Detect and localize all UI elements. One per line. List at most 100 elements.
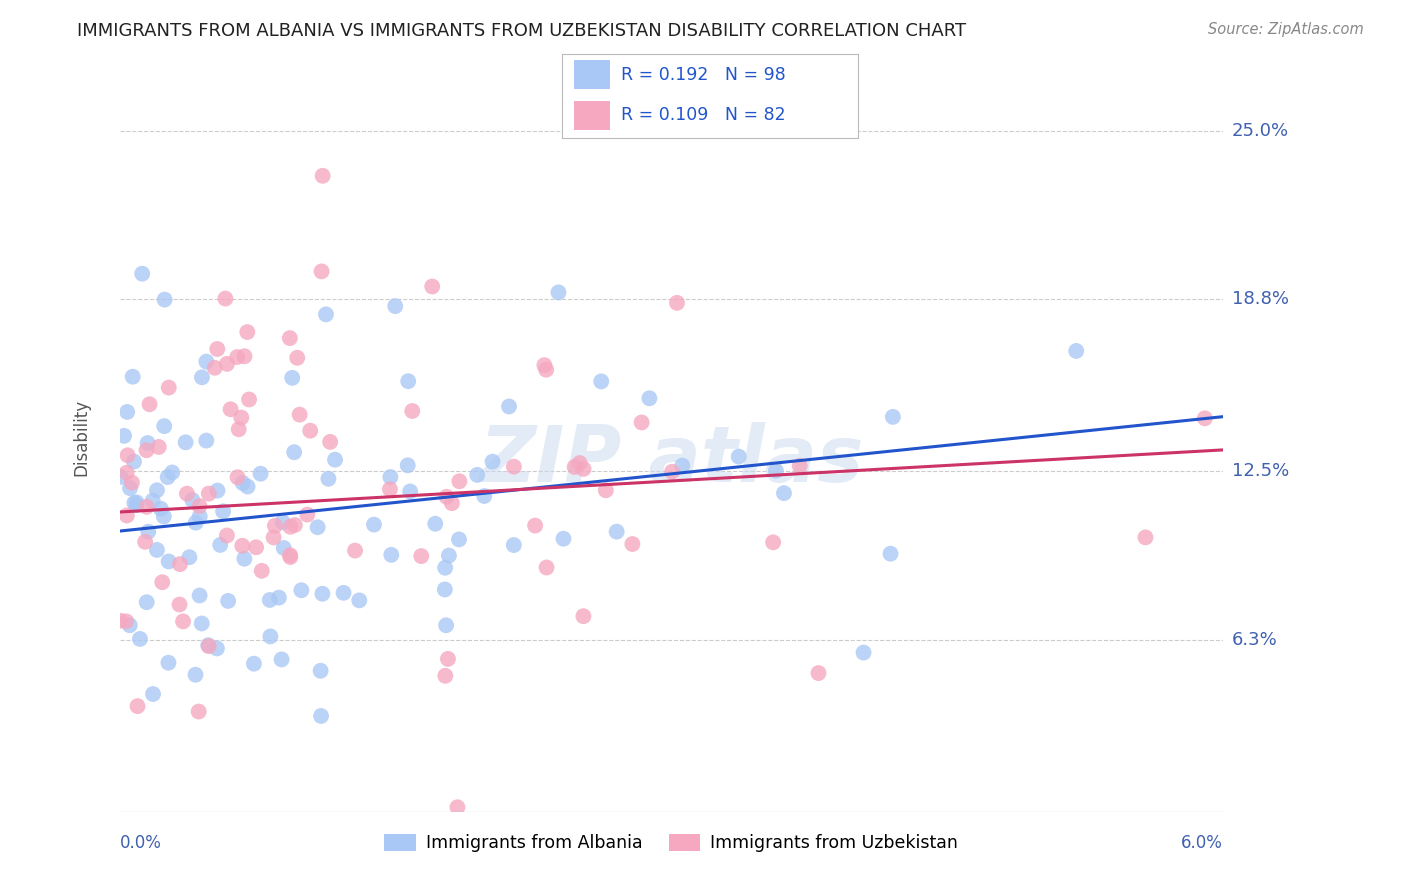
- Point: [204, 360, 226, 375]
- Bar: [574, 101, 610, 130]
- Point: [553, 532, 575, 546]
- Point: [595, 483, 617, 498]
- Point: [135, 595, 157, 609]
- Point: [226, 350, 249, 364]
- Point: [153, 293, 176, 307]
- Point: [309, 709, 332, 723]
- Point: [606, 524, 628, 539]
- Legend: Immigrants from Albania, Immigrants from Uzbekistan: Immigrants from Albania, Immigrants from…: [377, 827, 966, 859]
- Point: [283, 445, 305, 459]
- Point: [184, 667, 207, 681]
- Point: [621, 537, 644, 551]
- Point: [135, 500, 157, 514]
- Point: [125, 498, 148, 512]
- Point: [349, 593, 371, 607]
- Point: [278, 520, 301, 534]
- Point: [323, 452, 346, 467]
- Point: [288, 408, 311, 422]
- Point: [437, 652, 460, 666]
- Point: [245, 541, 267, 555]
- Point: [172, 615, 194, 629]
- Point: [498, 400, 520, 414]
- Point: [190, 616, 212, 631]
- Point: [297, 508, 319, 522]
- Point: [127, 699, 149, 714]
- Point: [118, 618, 141, 632]
- Point: [212, 504, 235, 518]
- Point: [176, 486, 198, 500]
- Point: [401, 404, 423, 418]
- Point: [449, 475, 471, 489]
- Point: [232, 475, 254, 490]
- Point: [879, 547, 901, 561]
- Point: [638, 392, 661, 406]
- Point: [263, 531, 285, 545]
- Point: [115, 615, 138, 629]
- Point: [380, 548, 402, 562]
- Point: [666, 296, 689, 310]
- Point: [363, 517, 385, 532]
- Point: [344, 543, 367, 558]
- Point: [146, 543, 169, 558]
- Point: [765, 464, 787, 478]
- Point: [228, 422, 250, 436]
- Point: [142, 493, 165, 508]
- Point: [396, 374, 419, 388]
- Point: [564, 460, 586, 475]
- Text: R = 0.192   N = 98: R = 0.192 N = 98: [621, 66, 786, 84]
- Point: [214, 292, 236, 306]
- Text: 6.0%: 6.0%: [1181, 834, 1223, 852]
- Point: [207, 483, 229, 498]
- Point: [420, 279, 443, 293]
- Point: [384, 299, 406, 313]
- Point: [197, 639, 219, 653]
- Point: [502, 538, 524, 552]
- Point: [169, 598, 191, 612]
- Text: Disability: Disability: [72, 399, 90, 475]
- Point: [117, 448, 139, 462]
- Point: [762, 535, 785, 549]
- Point: [226, 470, 249, 484]
- Point: [661, 465, 683, 479]
- Text: 25.0%: 25.0%: [1232, 121, 1289, 139]
- Point: [115, 405, 138, 419]
- Point: [290, 583, 312, 598]
- Point: [124, 496, 146, 510]
- Point: [121, 475, 143, 490]
- Point: [174, 435, 197, 450]
- Text: 0.0%: 0.0%: [120, 834, 162, 852]
- Point: [157, 656, 180, 670]
- Point: [472, 489, 495, 503]
- Point: [399, 484, 422, 499]
- Point: [447, 533, 470, 547]
- Text: 12.5%: 12.5%: [1232, 462, 1289, 480]
- Point: [136, 524, 159, 539]
- Point: [115, 508, 138, 523]
- Text: ZIP atlas: ZIP atlas: [479, 422, 863, 498]
- Point: [437, 549, 460, 563]
- Point: [378, 482, 401, 496]
- Point: [1194, 411, 1216, 425]
- Point: [125, 495, 148, 509]
- Point: [249, 467, 271, 481]
- Point: [270, 652, 292, 666]
- Point: [219, 402, 242, 417]
- Point: [307, 520, 329, 534]
- Point: [630, 416, 652, 430]
- Point: [446, 800, 468, 814]
- Point: [280, 549, 302, 564]
- Point: [434, 669, 457, 683]
- Bar: [574, 61, 610, 89]
- Point: [146, 483, 169, 498]
- Point: [807, 666, 830, 681]
- Point: [502, 459, 524, 474]
- Point: [217, 594, 239, 608]
- Point: [411, 549, 433, 563]
- Point: [112, 429, 135, 443]
- Point: [160, 466, 183, 480]
- Point: [233, 349, 256, 363]
- Point: [568, 456, 591, 470]
- Text: IMMIGRANTS FROM ALBANIA VS IMMIGRANTS FROM UZBEKISTAN DISABILITY CORRELATION CHA: IMMIGRANTS FROM ALBANIA VS IMMIGRANTS FR…: [77, 22, 966, 40]
- Point: [1135, 530, 1157, 544]
- Point: [149, 501, 172, 516]
